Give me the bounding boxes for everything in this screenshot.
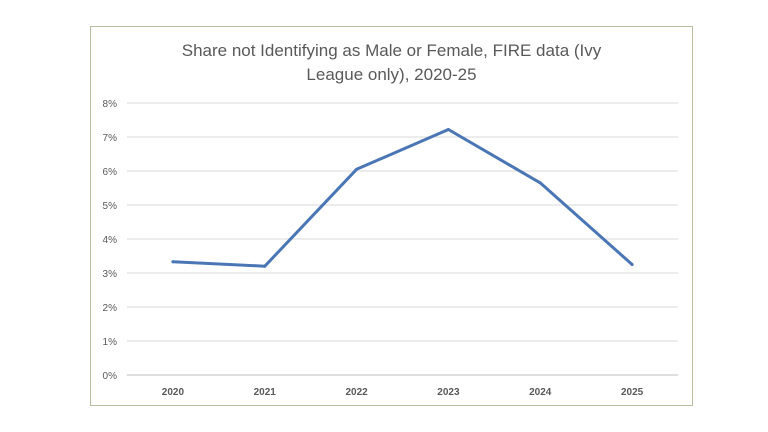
x-tick-label: 2024 xyxy=(529,387,552,398)
y-tick-label: 3% xyxy=(103,269,118,280)
data-point xyxy=(171,260,174,263)
y-tick-label: 5% xyxy=(103,201,118,212)
y-tick-label: 0% xyxy=(103,371,118,382)
y-tick-label: 8% xyxy=(103,99,118,110)
series-line xyxy=(173,130,632,267)
y-tick-label: 2% xyxy=(103,303,118,314)
chart-frame: Share not Identifying as Male or Female,… xyxy=(90,26,693,406)
x-tick-label: 2022 xyxy=(345,387,368,398)
x-tick-label: 2025 xyxy=(621,387,644,398)
x-tick-label: 2023 xyxy=(437,387,460,398)
y-tick-label: 4% xyxy=(103,235,118,246)
y-tick-label: 6% xyxy=(103,167,118,178)
x-tick-label: 2021 xyxy=(254,387,277,398)
data-point xyxy=(447,128,450,131)
line-chart: 0% 1% 2% 3% 4% 5% 6% 7% 8% 2020 2021 2022 2023 2024 20… xyxy=(91,27,692,405)
data-point xyxy=(539,181,542,184)
data-point xyxy=(355,168,358,171)
x-tick-label: 2020 xyxy=(162,387,185,398)
data-point xyxy=(631,263,634,266)
data-point xyxy=(263,265,266,268)
y-tick-label: 1% xyxy=(103,337,118,348)
y-tick-label: 7% xyxy=(103,133,118,144)
